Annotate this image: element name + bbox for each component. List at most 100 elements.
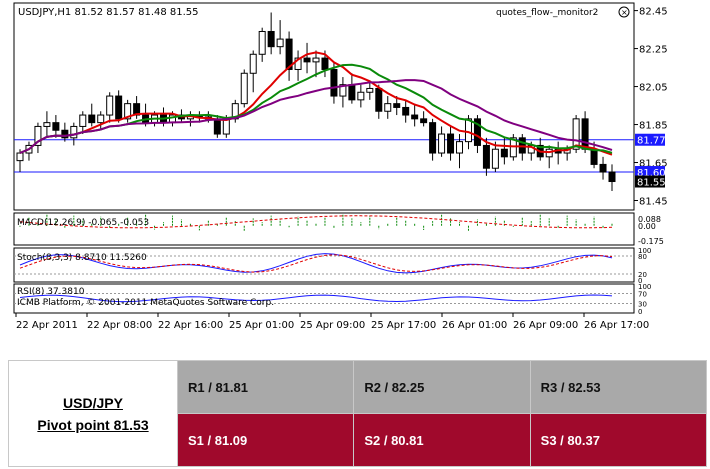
candle-body-28: [267, 30, 275, 48]
price-label-box-1: [635, 166, 665, 179]
candle-body-46: [429, 122, 437, 154]
rsi-line: [19, 294, 613, 303]
price-chart: 82.45 82.25 82.05 81.85 81.65 81.45 81.77 81.60…: [13, 2, 668, 331]
close-icon: [618, 6, 630, 18]
candle-body-50: [464, 118, 472, 143]
candle-body-9: [97, 114, 105, 124]
rsi-tick-2: 30: [638, 301, 647, 309]
candle-body-36: [339, 84, 347, 97]
price-label-box-2: [635, 175, 665, 188]
x-tick-label-5: 25 Apr 17:00: [371, 320, 436, 331]
candle-body-31: [294, 57, 302, 70]
y-tick-label-3: 81.85: [639, 121, 668, 132]
candle-body-40: [375, 87, 383, 112]
indicator-name: quotes_flow-_monitor2: [496, 8, 598, 18]
resistance-3: R3 / 82.53: [529, 360, 708, 414]
pivot-table: USD/JPY Pivot point 81.53 R1 / 81.81 R2 …: [8, 360, 708, 467]
candle-body-44: [411, 114, 419, 120]
x-tick-label-1: 22 Apr 08:00: [87, 320, 152, 331]
support-1: S1 / 81.09: [176, 413, 355, 467]
chart-svg: 82.45 82.25 82.05 81.85 81.65 81.45 81.77 81.60…: [13, 2, 668, 331]
candle-body-63: [581, 118, 589, 150]
stoch-tick-2: 20: [638, 271, 647, 279]
support-2: S2 / 80.81: [353, 413, 531, 467]
candle-body-45: [420, 118, 428, 124]
chart-title: USDJPY,H1 81.52 81.57 81.48 81.55: [18, 7, 199, 18]
resistance-1: R1 / 81.81: [176, 360, 355, 414]
x-tick-label-3: 25 Apr 01:00: [229, 320, 294, 331]
platform-copyright: ICMB Platform, © 2001-2011 MetaQuotes So…: [17, 298, 274, 308]
candle-body-64: [590, 148, 598, 165]
price-label-2: 81.55: [637, 178, 666, 189]
x-tick-label-2: 22 Apr 16:00: [158, 320, 223, 331]
candle-body-48: [447, 133, 455, 154]
pair-label: USD/JPY: [63, 394, 123, 411]
rsi-label: RSI(8) 37.3810: [17, 287, 85, 297]
candle-body-51: [473, 118, 481, 146]
candle-body-34: [321, 57, 329, 70]
price-label-1: 81.60: [637, 168, 666, 179]
candle-body-38: [357, 91, 365, 101]
stoch-label: Stoch(8,3,3) 8.8710 11.5260: [17, 253, 147, 263]
candle-body-49: [456, 141, 464, 154]
y-tick-label-4: 81.65: [639, 159, 668, 170]
y-tick-label-1: 82.25: [639, 45, 668, 56]
candle-body-54: [500, 148, 508, 158]
price-label-box-0: [635, 133, 665, 146]
candle-body-10: [106, 95, 114, 116]
macd-signal: [19, 215, 613, 229]
x-tick-label-6: 26 Apr 01:00: [442, 320, 507, 331]
candle-body-2: [34, 125, 42, 146]
rsi-tick-1: 70: [638, 291, 647, 299]
candle-body-25: [240, 72, 248, 105]
candle-body-35: [330, 68, 338, 97]
rsi-tick-3: 0: [638, 308, 642, 316]
price-label-0: 81.77: [637, 136, 666, 147]
candle-body-41: [384, 103, 392, 112]
candle-body-66: [608, 171, 616, 183]
stoch-tick-0: 100: [638, 247, 651, 255]
candle-body-6: [70, 125, 78, 139]
candle-body-32: [303, 57, 311, 63]
macd-tick-2: -0.175: [638, 237, 664, 246]
stoch-tick-1: 80: [638, 253, 647, 261]
x-tick-label-0: 22 Apr 2011: [16, 320, 78, 331]
x-tick-label-4: 25 Apr 09:00: [300, 320, 365, 331]
candle-body-29: [276, 38, 284, 48]
candle-body-4: [52, 122, 60, 131]
y-tick-label-0: 82.45: [639, 7, 668, 18]
candle-body-30: [285, 38, 293, 70]
candle-body-39: [366, 87, 374, 93]
candle-body-0: [16, 152, 24, 162]
pivot-point-label: Pivot point 81.53: [37, 416, 149, 433]
candle-body-47: [438, 133, 446, 154]
candle-body-23: [222, 118, 230, 135]
y-tick-label-2: 82.05: [639, 83, 668, 94]
candle-body-3: [43, 122, 51, 127]
pair-cell: USD/JPY Pivot point 81.53: [8, 360, 178, 467]
candle-body-53: [491, 148, 499, 169]
candle-body-12: [124, 103, 132, 120]
candle-body-62: [572, 118, 580, 150]
candle-body-37: [348, 84, 356, 101]
candle-body-8: [88, 114, 96, 124]
candle-body-27: [258, 30, 266, 55]
support-3: S3 / 80.37: [529, 413, 708, 467]
resistance-2: R2 / 82.25: [353, 360, 531, 414]
support-row: S1 / 81.09 S2 / 80.81 S3 / 80.37: [9, 413, 708, 467]
moving-average-0: [19, 51, 613, 156]
candle-body-26: [249, 53, 257, 74]
candle-body-11: [115, 95, 123, 120]
macd-label: MACD(12,26,9) -0.065 -0.053: [17, 218, 149, 228]
candle-body-22: [213, 118, 221, 135]
macd-tick-0: 0.088: [638, 215, 661, 224]
candle-body-42: [393, 103, 401, 108]
candle-body-65: [599, 163, 607, 173]
candle-body-52: [482, 144, 490, 169]
y-tick-label-5: 81.45: [639, 197, 668, 208]
candle-body-33: [312, 57, 320, 63]
rsi-tick-0: 100: [638, 283, 651, 291]
close-icon-glyph: ×: [621, 8, 628, 17]
macd-tick-1: 0.00: [638, 222, 656, 231]
candle-body-43: [402, 106, 410, 116]
